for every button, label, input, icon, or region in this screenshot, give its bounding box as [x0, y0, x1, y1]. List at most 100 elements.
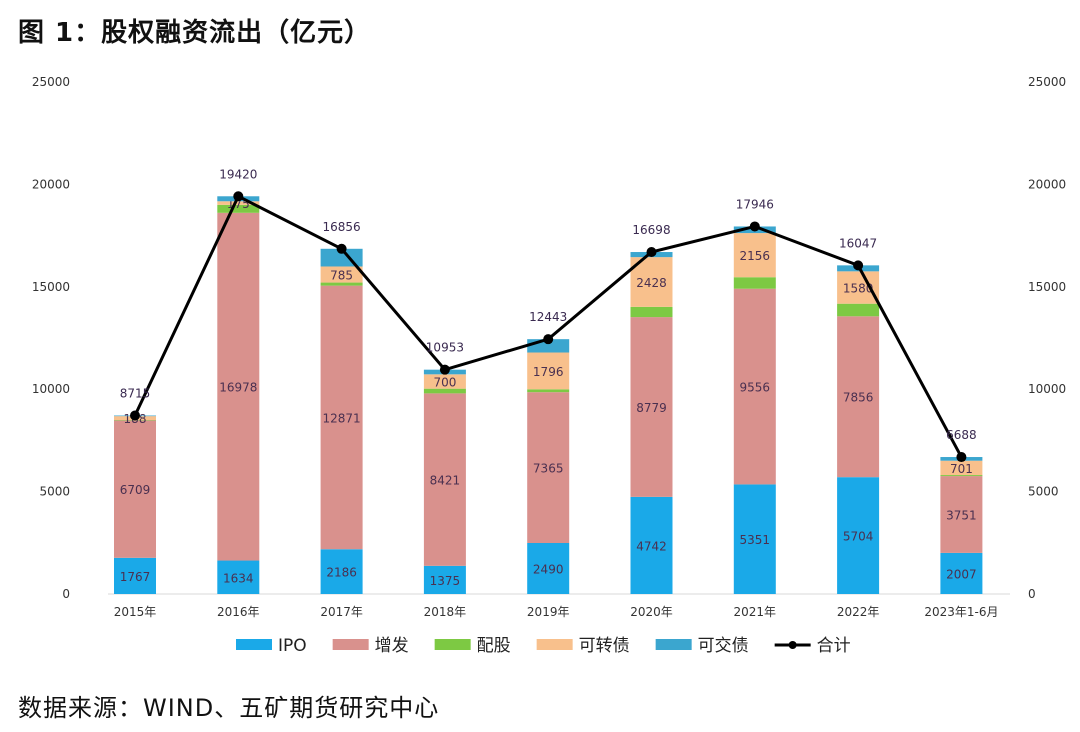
- total-data-label: 10953: [426, 341, 464, 355]
- bar-data-label: 2428: [636, 276, 667, 290]
- legend-swatch-IPO: [236, 639, 272, 650]
- bar-data-label: 1796: [533, 365, 564, 379]
- bar-data-label: 5704: [843, 530, 874, 544]
- bar-segment-可转债: [837, 271, 880, 304]
- bar-data-label: 1767: [120, 570, 151, 584]
- bar-data-label: 1580: [843, 282, 874, 296]
- bar-data-label: 4742: [636, 539, 667, 553]
- bar-data-label: 700: [433, 375, 456, 389]
- bar-segment-配股: [837, 303, 880, 317]
- bar-segment-IPO: [114, 557, 156, 594]
- bar-segment-可转债: [423, 374, 466, 389]
- y-tick-label-left: 20000: [32, 177, 70, 191]
- source-note: 数据来源：WIND、五矿期货研究中心: [18, 694, 440, 722]
- legend-marker-total: [788, 641, 797, 649]
- total-point: [749, 221, 760, 232]
- total-data-label: 19420: [219, 167, 257, 181]
- y-tick-label-right: 15000: [1028, 280, 1066, 294]
- total-point: [130, 410, 140, 421]
- total-data-label: 16698: [632, 223, 670, 237]
- total-point: [336, 243, 347, 254]
- y-tick-label-right: 10000: [1028, 382, 1066, 396]
- x-tick-label: 2017年: [320, 605, 363, 619]
- bar-segment-配股: [217, 204, 260, 213]
- x-tick-label: 2016年: [217, 605, 260, 619]
- y-tick-label-right: 20000: [1028, 177, 1066, 191]
- bar-segment-增发: [940, 476, 983, 553]
- total-data-label: 17946: [736, 197, 774, 211]
- total-point: [439, 364, 450, 375]
- bar-data-label: 7856: [843, 391, 874, 405]
- bar-segment-IPO: [940, 552, 983, 594]
- bar-data-label: 2186: [326, 566, 357, 580]
- bar-segment-配股: [423, 388, 466, 394]
- bar-data-label: 8779: [636, 401, 667, 415]
- total-data-label: 6688: [946, 428, 977, 442]
- x-tick-label: 2019年: [527, 605, 570, 619]
- bar-segment-可转债: [527, 352, 570, 390]
- bar-data-label: 2490: [533, 563, 564, 577]
- bar-data-label: 12871: [323, 411, 361, 425]
- bar-data-label: 701: [950, 462, 973, 476]
- legend-swatch-可转债: [536, 639, 573, 650]
- legend-swatch-增发: [332, 639, 369, 650]
- bar-segment-IPO: [837, 477, 880, 594]
- bar-data-label: 5351: [740, 533, 771, 547]
- bar-data-label: 2156: [740, 249, 771, 263]
- bar-data-label: 6709: [120, 483, 151, 497]
- bar-data-label: 8421: [430, 474, 461, 488]
- y-tick-label-left: 10000: [32, 382, 70, 396]
- bar-segment-IPO: [630, 496, 673, 594]
- bar-segment-配股: [940, 475, 983, 477]
- legend-swatch-可交债: [655, 639, 692, 650]
- y-tick-label-right: 0: [1028, 587, 1036, 601]
- bar-segment-增发: [630, 317, 673, 497]
- bar-data-label: 3751: [946, 508, 977, 522]
- x-tick-label: 2022年: [837, 605, 880, 619]
- total-data-label: 12443: [529, 310, 567, 324]
- bar-segment-增发: [114, 420, 156, 558]
- bar-segment-增发: [837, 316, 880, 478]
- bar-segment-配股: [527, 389, 570, 393]
- y-tick-label-left: 15000: [32, 280, 70, 294]
- x-tick-label: 2018年: [424, 605, 467, 619]
- legend-label: 可交债: [698, 636, 749, 656]
- x-tick-label: 2021年: [734, 605, 777, 619]
- bar-data-label: 7365: [533, 462, 564, 476]
- x-tick-label: 2020年: [630, 605, 673, 619]
- bar-data-label: 785: [330, 269, 353, 283]
- bar-segment-增发: [733, 288, 776, 485]
- y-tick-label-left: 0: [62, 587, 70, 601]
- bar-data-label: 9556: [740, 381, 771, 395]
- bar-segment-可转债: [217, 201, 260, 205]
- x-tick-label: 2015年: [114, 605, 157, 619]
- x-tick-label: 2023年1-6月: [924, 605, 998, 619]
- bar-segment-IPO: [733, 484, 776, 594]
- bar-segment-配股: [320, 282, 363, 286]
- total-point: [543, 334, 554, 345]
- legend-swatch-配股: [434, 639, 471, 650]
- total-data-label: 16047: [839, 236, 877, 250]
- bar-data-label: 2007: [946, 567, 977, 581]
- legend-label: 可转债: [579, 636, 630, 656]
- total-point: [956, 452, 967, 463]
- bar-segment-IPO: [320, 549, 363, 594]
- total-point: [646, 247, 657, 258]
- bar-segment-IPO: [217, 560, 260, 594]
- legend-label: IPO: [278, 636, 307, 656]
- total-point: [233, 191, 244, 202]
- bar-segment-可转债: [940, 460, 983, 476]
- total-data-label: 8715: [120, 387, 151, 401]
- total-data-label: 16856: [323, 220, 361, 234]
- bar-segment-IPO: [527, 543, 570, 594]
- bar-segment-增发: [217, 212, 260, 561]
- y-tick-label-left: 5000: [39, 485, 70, 499]
- bar-segment-可转债: [733, 233, 776, 278]
- bar-segment-配股: [733, 277, 776, 289]
- legend-label: 合计: [817, 636, 851, 656]
- legend-label: 增发: [375, 636, 409, 656]
- total-point: [853, 260, 864, 271]
- bar-data-label: 16978: [219, 381, 257, 395]
- bar-segment-增发: [527, 392, 570, 544]
